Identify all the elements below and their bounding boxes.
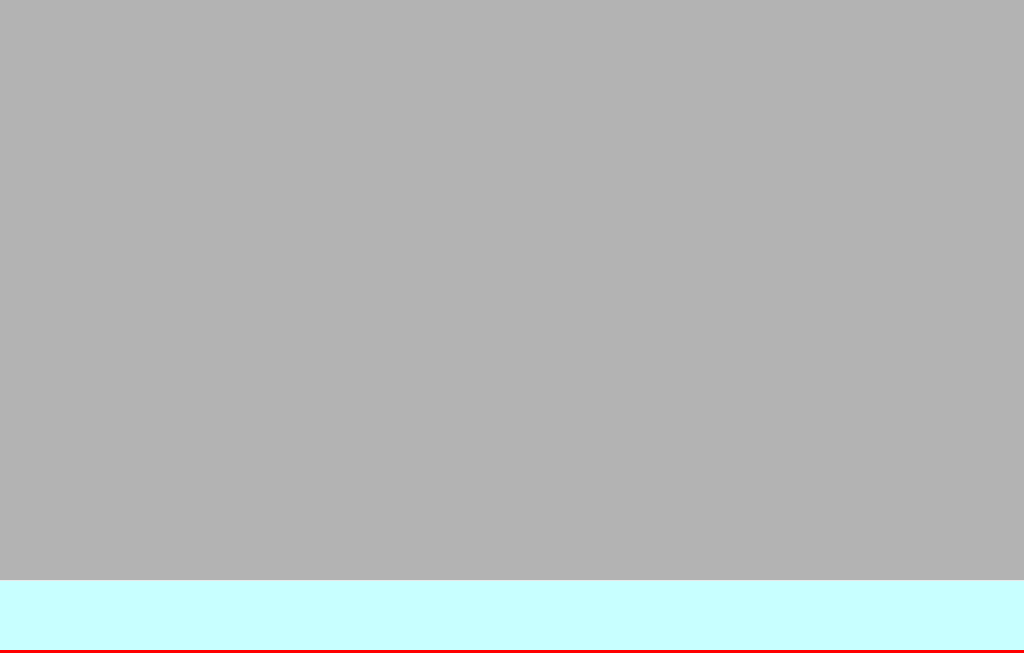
chart-plot <box>0 0 1024 580</box>
bottom-red-rule <box>0 650 1024 653</box>
stats-table <box>0 580 1024 650</box>
